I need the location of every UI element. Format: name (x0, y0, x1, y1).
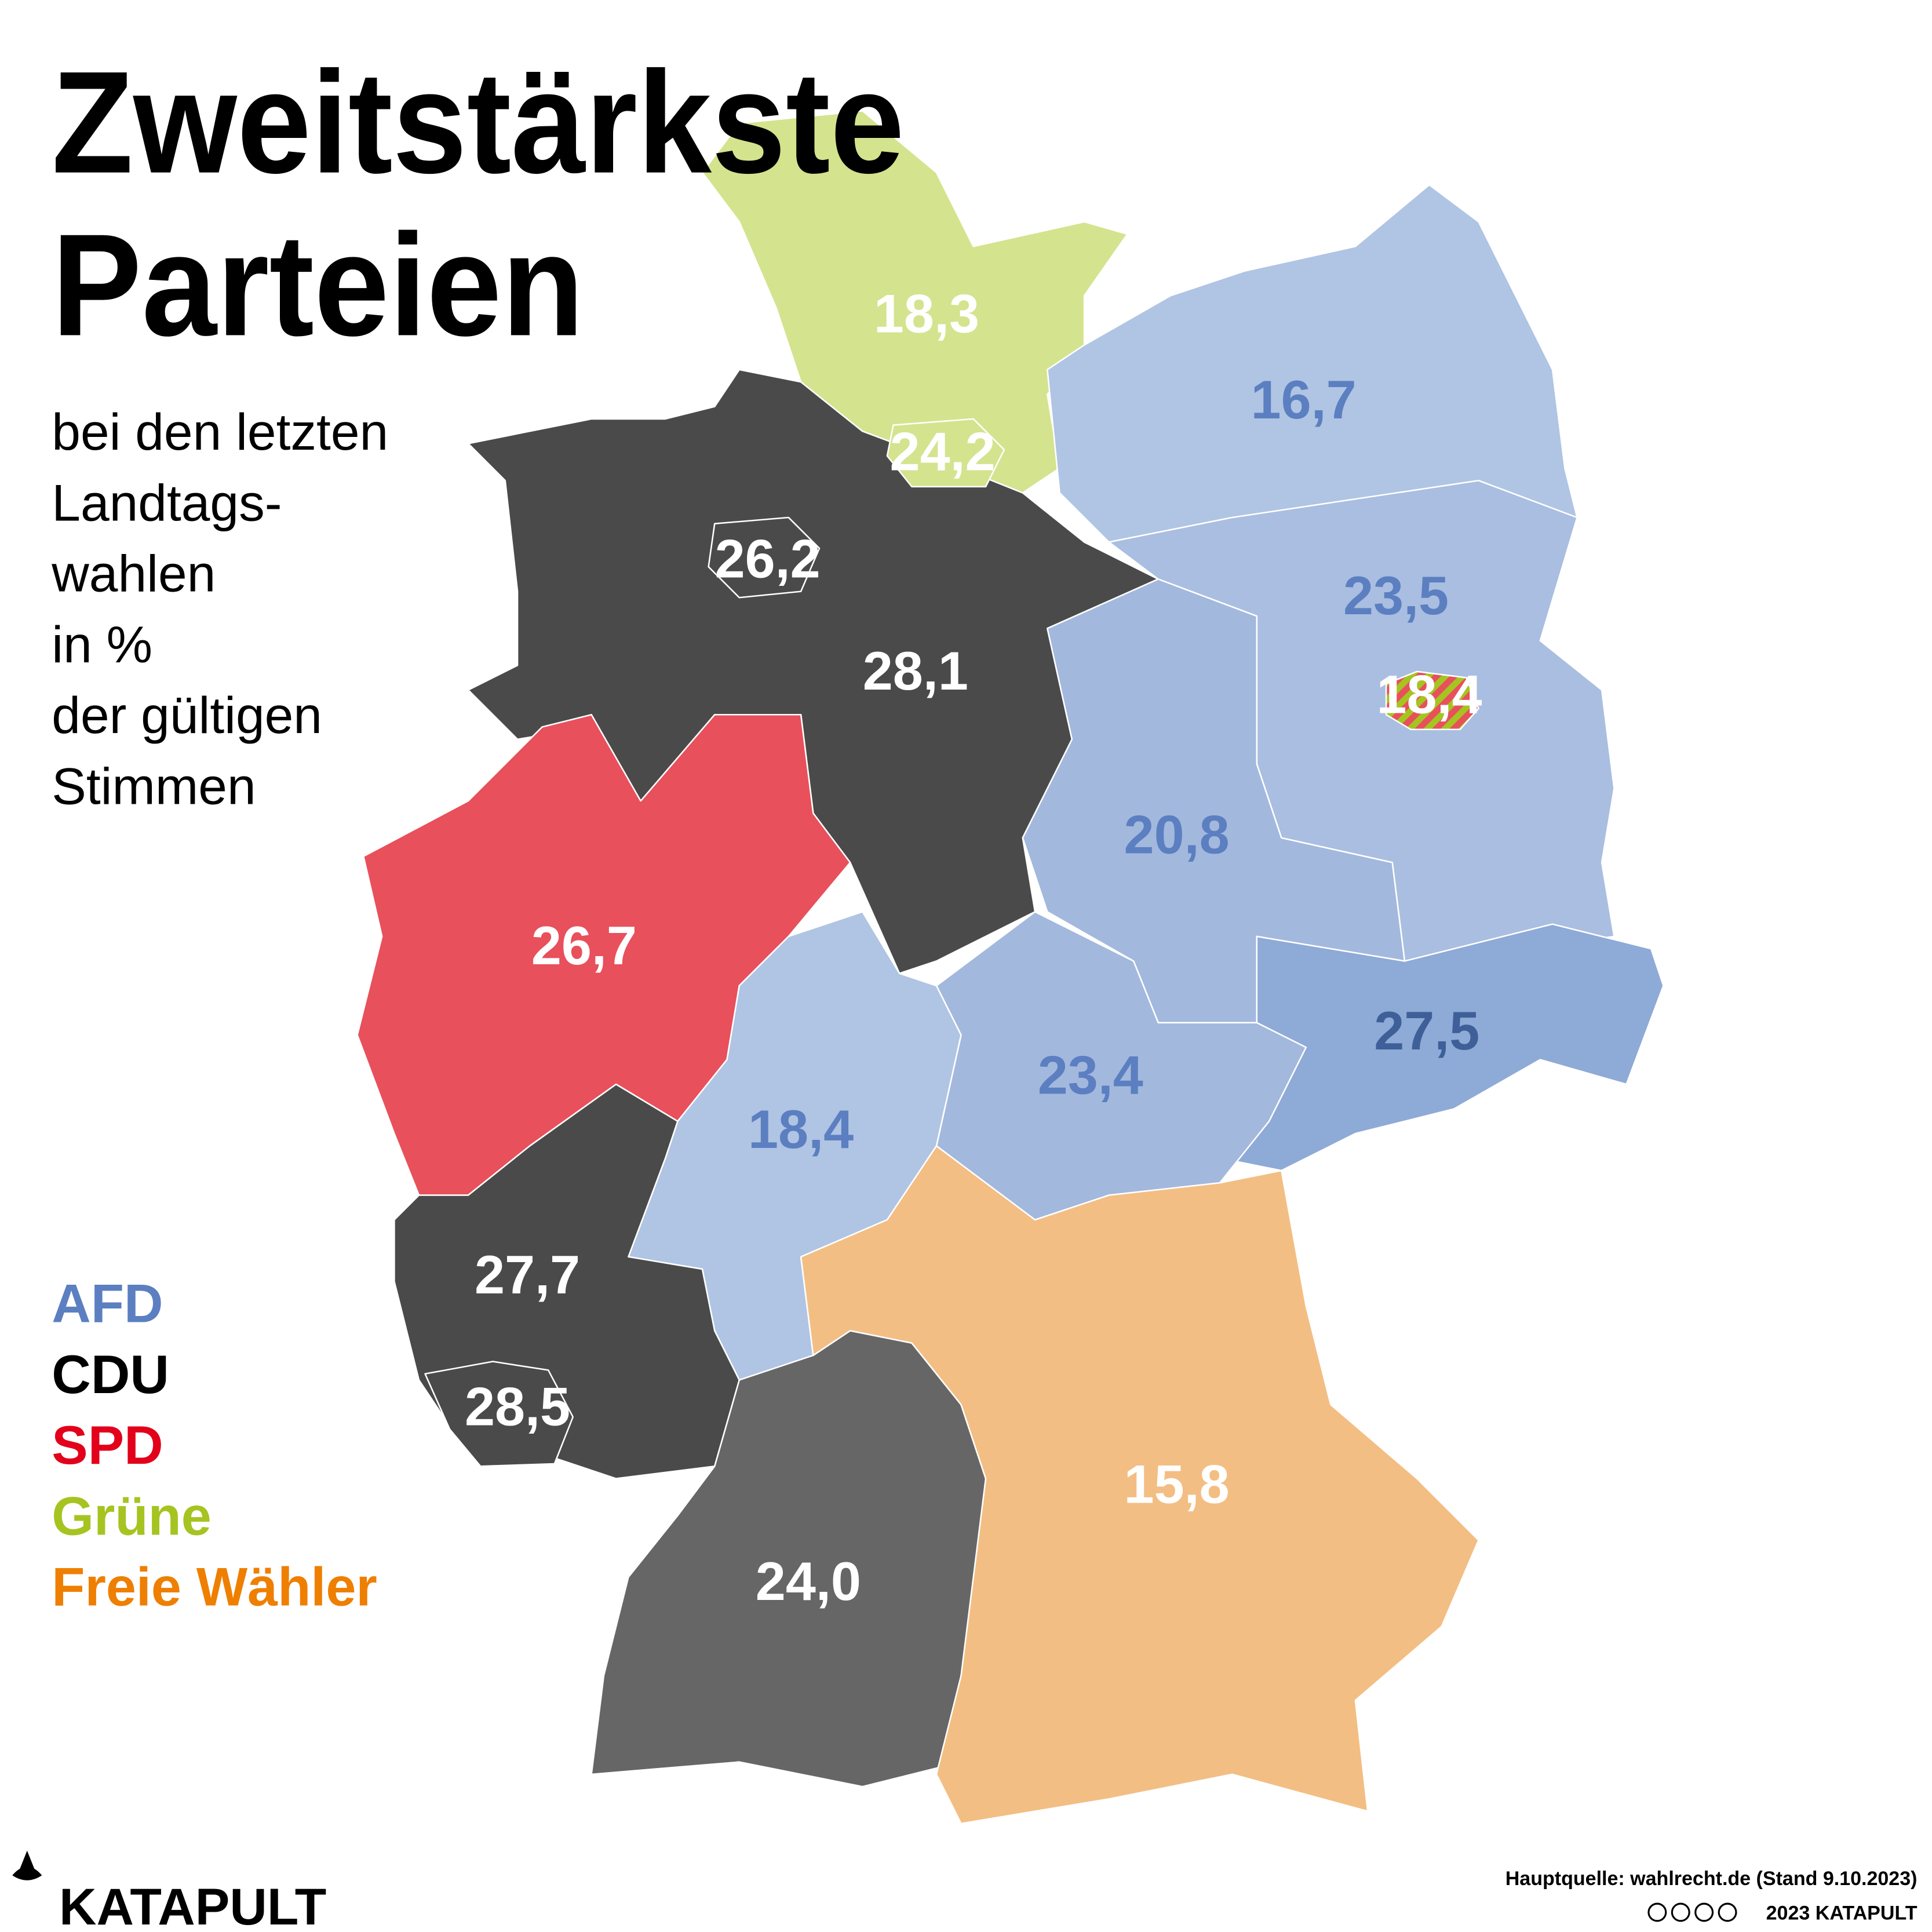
logo-text: KATAPULT (59, 1878, 326, 1932)
subtitle-line: Landtags- (52, 473, 282, 531)
subtitle-line: in % (52, 615, 152, 673)
region-label: 27,5 (1374, 1000, 1479, 1061)
region-labels: 18,3 24,2 16,7 23,5 18,4 28,1 26,2 20,8 26,7 27,5… (465, 283, 1482, 1612)
logo: KATAPULT (12, 1850, 326, 1932)
subtitle-line: wahlen (51, 545, 216, 603)
region (886, 418, 1005, 488)
license-icons (1647, 1902, 1737, 1922)
legend-entry: Grüne (52, 1485, 211, 1546)
region (800, 1145, 1479, 1825)
regions (356, 110, 1664, 1825)
icon (1647, 1902, 1667, 1922)
legend-entry: CDU (52, 1344, 169, 1405)
region-label: 26,2 (715, 528, 821, 589)
region-label: 18,4 (1376, 664, 1482, 724)
credit: 2023 KATAPULT (1766, 1902, 1918, 1924)
region-label: 28,1 (863, 640, 968, 701)
legend-entry: Freie Wähler (52, 1556, 377, 1617)
subtitle: bei den letzten Landtags-wahlen in % der gü… (51, 403, 388, 815)
subtitle-line: der gültigen (52, 686, 322, 744)
region-label: 27,7 (475, 1244, 580, 1305)
subtitle-line: Stimmen (52, 757, 256, 815)
icon (1671, 1902, 1690, 1922)
title: Zweitstärkste (52, 42, 904, 204)
legend: AFD CDU SPD Grüne Freie Wähler (52, 1273, 377, 1617)
region-label: 16,7 (1251, 369, 1357, 430)
region-label: 24,2 (890, 421, 996, 482)
region-label: 24,0 (756, 1551, 861, 1612)
region-label: 18,4 (748, 1099, 854, 1160)
region-label: 18,3 (874, 283, 979, 344)
region-label: 20,8 (1124, 804, 1230, 865)
region-label: 28,5 (465, 1376, 570, 1437)
logo-icon (12, 1850, 42, 1880)
region (1385, 670, 1479, 731)
icon (1718, 1902, 1737, 1922)
legend-entry: SPD (52, 1415, 163, 1475)
region-label: 23,5 (1343, 565, 1449, 626)
subtitle-line: bei den letzten (52, 403, 388, 461)
legend-entry: AFD (52, 1273, 163, 1333)
region-label: 26,7 (531, 915, 637, 976)
region (424, 1361, 574, 1467)
source: Hauptquelle: wahlrecht.de (Stand 9.10.20… (1505, 1868, 1918, 1890)
region-label: 23,4 (1038, 1044, 1143, 1105)
title: Parteien (52, 204, 584, 366)
region (708, 516, 821, 599)
icon (1694, 1902, 1714, 1922)
region-label: 15,8 (1124, 1453, 1230, 1514)
